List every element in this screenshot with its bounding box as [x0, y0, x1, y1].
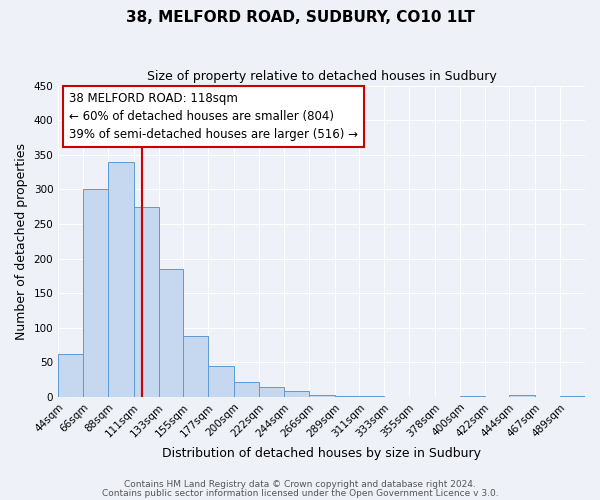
Text: 38 MELFORD ROAD: 118sqm
← 60% of detached houses are smaller (804)
39% of semi-d: 38 MELFORD ROAD: 118sqm ← 60% of detache… — [69, 92, 358, 141]
Text: Contains public sector information licensed under the Open Government Licence v : Contains public sector information licen… — [101, 488, 499, 498]
Bar — [460, 396, 485, 397]
X-axis label: Distribution of detached houses by size in Sudbury: Distribution of detached houses by size … — [162, 447, 481, 460]
Bar — [509, 395, 535, 397]
Bar — [259, 386, 284, 397]
Bar — [108, 162, 134, 397]
Bar — [308, 395, 335, 397]
Title: Size of property relative to detached houses in Sudbury: Size of property relative to detached ho… — [147, 70, 496, 83]
Bar — [134, 206, 158, 397]
Bar — [234, 382, 259, 397]
Text: 38, MELFORD ROAD, SUDBURY, CO10 1LT: 38, MELFORD ROAD, SUDBURY, CO10 1LT — [125, 10, 475, 25]
Bar — [560, 396, 585, 397]
Bar — [58, 354, 83, 397]
Bar — [184, 336, 208, 397]
Bar — [158, 269, 184, 397]
Bar — [83, 188, 108, 397]
Text: Contains HM Land Registry data © Crown copyright and database right 2024.: Contains HM Land Registry data © Crown c… — [124, 480, 476, 489]
Bar — [284, 392, 308, 397]
Bar — [208, 366, 234, 397]
Y-axis label: Number of detached properties: Number of detached properties — [15, 143, 28, 340]
Bar — [335, 396, 359, 397]
Bar — [359, 396, 384, 397]
